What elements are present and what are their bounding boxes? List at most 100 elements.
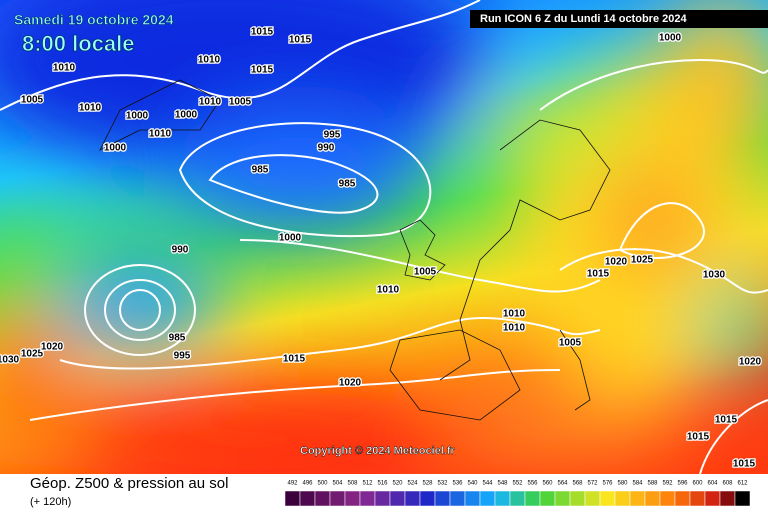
isobar-label: 1015: [289, 35, 312, 46]
isobar-label: 1010: [503, 309, 526, 320]
colorbar-swatch: [404, 490, 421, 507]
copyright: Copyright © 2024 Meteociel.fr: [300, 445, 456, 457]
colorbar-swatch: [434, 490, 451, 507]
colorbar-label: 544: [482, 481, 493, 487]
isobar-label: 1000: [175, 110, 198, 121]
geopotential-field: [0, 0, 768, 474]
colorbar-label: 588: [647, 481, 658, 487]
colorbar-label: 516: [377, 481, 388, 487]
colorbar-label: 528: [422, 481, 433, 487]
colorbar-swatch: [509, 490, 526, 507]
colorbar-swatch: [359, 490, 376, 507]
colorbar-swatch: [374, 490, 391, 507]
colorbar-swatch: [659, 490, 676, 507]
colorbar-label: 536: [452, 481, 463, 487]
isobar-label: 1005: [414, 267, 437, 278]
colorbar-label: 552: [512, 481, 523, 487]
colorbar-swatch: [389, 490, 406, 507]
colorbar-label: 576: [602, 481, 613, 487]
isobar-label: 1030: [0, 355, 20, 366]
isobar-label: 1015: [251, 27, 274, 38]
isobar-label: 985: [169, 333, 186, 344]
isobar-label: 1005: [21, 95, 44, 106]
isobar-label: 1030: [703, 270, 726, 281]
run-info: Run ICON 6 Z du Lundi 14 octobre 2024: [480, 13, 687, 25]
isobar-label: 1015: [715, 415, 738, 426]
isobar-label: 1015: [587, 269, 610, 280]
forecast-date: Samedi 19 octobre 2024: [14, 12, 174, 28]
isobar-label: 1010: [377, 285, 400, 296]
colorbar-label: 556: [527, 481, 538, 487]
colorbar-label: 496: [302, 481, 313, 487]
colorbar-label: 580: [617, 481, 628, 487]
colorbar-swatch: [614, 490, 631, 507]
colorbar-label: 560: [542, 481, 553, 487]
colorbar-swatch: [299, 490, 316, 507]
colorbar-swatch: [584, 490, 601, 507]
isobar-label: 1025: [631, 255, 654, 266]
colorbar-label: 564: [557, 481, 568, 487]
isobar-label: 1010: [53, 63, 76, 74]
colorbar-swatch: [644, 490, 661, 507]
colorbar-swatch: [449, 490, 466, 507]
isobar-label: 1010: [198, 55, 221, 66]
colorbar-swatch: [554, 490, 571, 507]
isobar-label: 1005: [559, 338, 582, 349]
footer-title: Géop. Z500 & pression au sol: [30, 475, 228, 492]
isobar-label: 995: [324, 130, 341, 141]
colorbar-label: 524: [407, 481, 418, 487]
colorbar-label: 520: [392, 481, 403, 487]
isobar-label: 1020: [605, 257, 628, 268]
colorbar-label: 612: [737, 481, 748, 487]
forecast-time: 8:00 locale: [22, 31, 135, 56]
isobar-label: 1010: [199, 97, 222, 108]
colorbar-swatch: [539, 490, 556, 507]
isobar-label: 985: [339, 179, 356, 190]
isobar-label: 1020: [339, 378, 362, 389]
coastlines: [99, 79, 611, 421]
colorbar-swatch: [314, 490, 331, 507]
colorbar-label: 512: [362, 481, 373, 487]
colorbar-label: 596: [677, 481, 688, 487]
colorbar-swatch: [284, 490, 301, 507]
colorbar-label: 600: [692, 481, 703, 487]
isobar-label: 985: [252, 165, 269, 176]
colorbar-swatch: [524, 490, 541, 507]
colorbar-label: 540: [467, 481, 478, 487]
isobar-label: 1005: [229, 97, 252, 108]
colorbar-swatch: [674, 490, 691, 507]
isobar-label: 1015: [283, 354, 306, 365]
colorbar-swatch: [344, 490, 361, 507]
isobar-label: 1000: [279, 233, 302, 244]
isobar-label: 1000: [104, 143, 127, 154]
colorbar-swatch: [704, 490, 721, 507]
isobar-label: 1025: [21, 349, 44, 360]
colorbar-label: 492: [287, 481, 298, 487]
isobar-label: 1015: [687, 432, 710, 443]
colorbar-swatch: [419, 490, 436, 507]
colorbar-label: 548: [497, 481, 508, 487]
footer-subtitle: (+ 120h): [30, 496, 71, 508]
isobar-label: 1015: [733, 459, 756, 470]
colorbar-label: 500: [317, 481, 328, 487]
colorbar-swatch: [479, 490, 496, 507]
colorbar-label: 504: [332, 481, 343, 487]
colorbar-swatch: [569, 490, 586, 507]
colorbar-label: 584: [632, 481, 643, 487]
colorbar-label: 532: [437, 481, 448, 487]
colorbar-label: 508: [347, 481, 358, 487]
colorbar-swatch: [599, 490, 616, 507]
colorbar-swatch: [719, 490, 736, 507]
colorbar-label: 608: [722, 481, 733, 487]
isobar-label: 1020: [41, 342, 64, 353]
isobar-label: 1000: [126, 111, 149, 122]
isobar-label: 1010: [79, 103, 102, 114]
isobar-label: 1010: [503, 323, 526, 334]
colorbar-swatch: [494, 490, 511, 507]
colorbar-label: 592: [662, 481, 673, 487]
colorbar-swatch: [464, 490, 481, 507]
isobar-label: 1020: [739, 357, 762, 368]
isobar-label: 1000: [659, 33, 682, 44]
